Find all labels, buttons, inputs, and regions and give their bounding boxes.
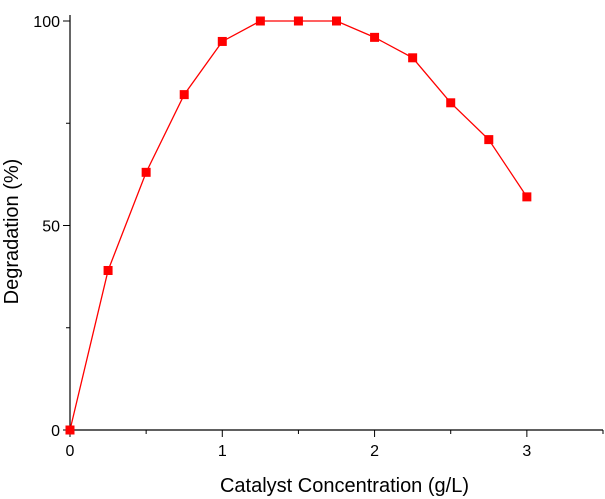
- x-tick-label: 2: [370, 443, 379, 460]
- x-tick-label: 0: [66, 443, 75, 460]
- data-point-marker: [293, 16, 303, 26]
- data-point-marker: [370, 32, 380, 42]
- y-tick-label: 50: [42, 219, 60, 236]
- data-point-marker: [255, 16, 265, 26]
- data-point-marker: [408, 53, 418, 63]
- axes: [69, 15, 603, 431]
- series: [65, 16, 532, 435]
- series-line: [69, 20, 528, 431]
- data-point-marker: [65, 425, 75, 435]
- x-tick-label: 1: [218, 443, 227, 460]
- y-tick-label: 0: [51, 423, 60, 440]
- data-point-marker: [484, 135, 494, 145]
- data-point-marker: [179, 90, 189, 100]
- ticks: 0 1 2 3 0 50 100: [33, 14, 604, 460]
- x-tick-label: 3: [522, 443, 531, 460]
- data-point-marker: [446, 98, 456, 108]
- y-axis-title: Degradation (%): [1, 159, 23, 305]
- data-point-marker: [332, 16, 341, 26]
- data-point-marker: [141, 167, 151, 177]
- data-point-marker: [522, 192, 532, 202]
- data-point-marker: [217, 36, 227, 46]
- y-tick-label: 100: [33, 14, 60, 31]
- data-point-marker: [103, 265, 113, 275]
- x-axis-title: Catalyst Concentration (g/L): [220, 475, 469, 497]
